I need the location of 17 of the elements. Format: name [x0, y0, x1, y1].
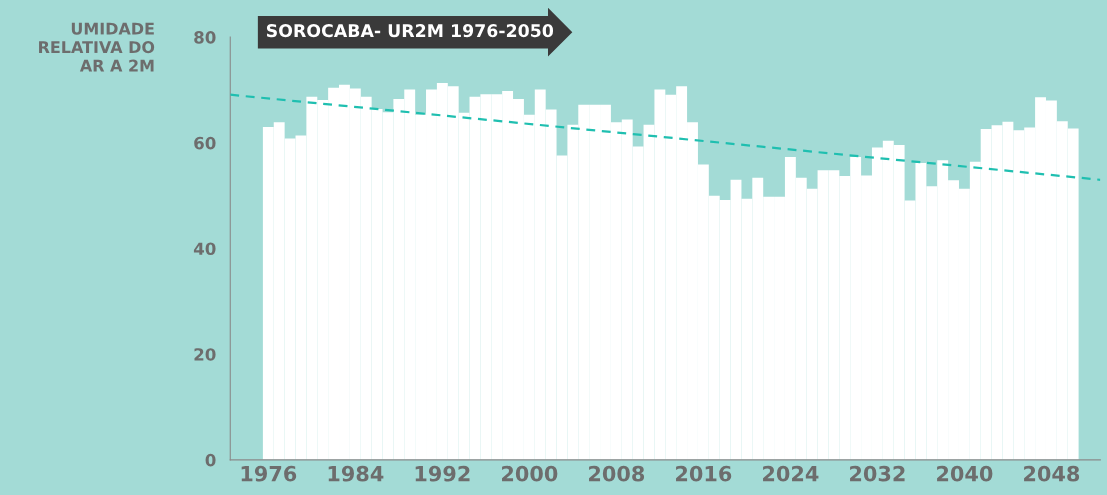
x-tick-label: 2016	[676, 465, 732, 482]
x-tick-label: 2008	[589, 465, 645, 482]
x-tick-label: 2048	[1024, 465, 1080, 482]
x-tick-label: 2032	[850, 465, 905, 482]
chart-title: SOROCABA- UR2M 1976-2050	[266, 24, 554, 38]
y-axis-title: UMIDADE RELATIVA DO AR A 2M	[39, 22, 155, 72]
x-tick-label: 1992	[415, 465, 470, 482]
y-tick-label: 60	[194, 136, 216, 150]
y-tick-label: 40	[193, 242, 216, 256]
x-tick-label: 1976	[241, 465, 297, 482]
x-tick-label: 2024	[763, 465, 819, 482]
x-tick-label: 1984	[328, 465, 384, 482]
x-tick-label: 2000	[502, 465, 558, 482]
y-tick-label: 0	[205, 453, 216, 467]
y-tick-label: 80	[194, 31, 216, 44]
x-tick-label: 2040	[937, 465, 993, 482]
y-tick-label: 20	[194, 348, 216, 361]
